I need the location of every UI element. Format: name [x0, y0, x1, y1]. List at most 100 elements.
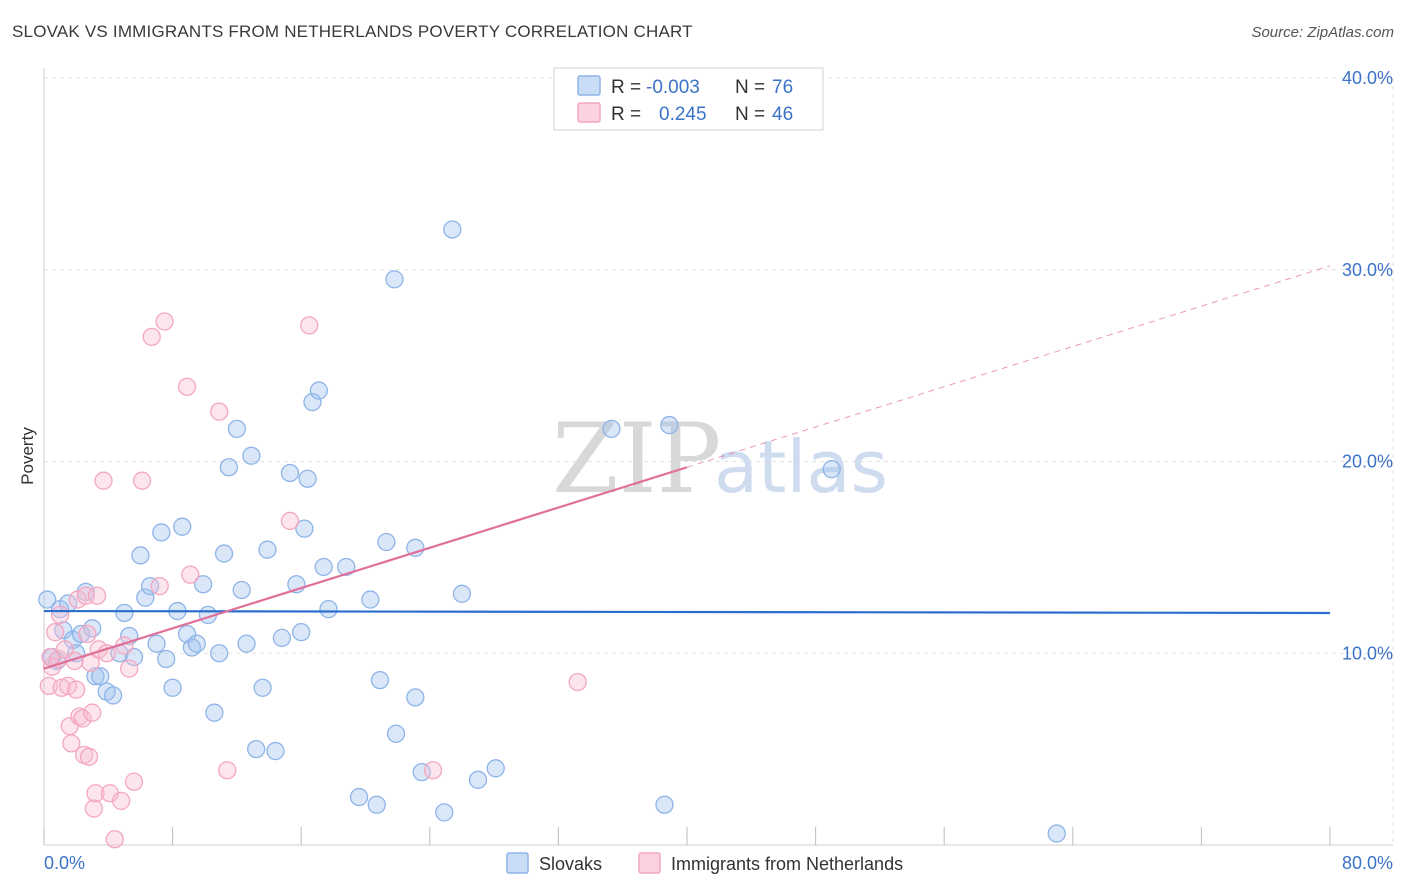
- y-axis-title: Poverty: [18, 427, 37, 485]
- slovaks-point-20: [136, 588, 155, 607]
- watermark-atlas: atlas: [714, 425, 888, 509]
- slovaks-point-34: [210, 644, 229, 663]
- slovaks-point-37: [227, 419, 247, 439]
- slovaks-point-39: [237, 634, 256, 653]
- slovaks-point-46: [280, 463, 300, 483]
- slovaks-point-60: [377, 532, 396, 552]
- slovaks-point-74: [822, 460, 841, 479]
- slovaks-point-22: [147, 634, 166, 653]
- slovaks-point-42: [253, 678, 272, 697]
- slovaks-point-48: [292, 623, 311, 642]
- data-points: [38, 220, 1066, 849]
- slovaks-point-12: [91, 667, 110, 686]
- netherlands-point-38: [280, 511, 300, 531]
- slovaks-point-65: [412, 762, 431, 782]
- legend-swatch-netherlands: [577, 102, 601, 123]
- y-tick-label-1: 20.0%: [1342, 452, 1393, 472]
- slovaks-point-55: [337, 557, 356, 577]
- netherlands-point-4: [52, 678, 71, 697]
- netherlands-point-16: [79, 747, 99, 766]
- slovaks-point-35: [214, 544, 234, 563]
- slovaks-point-56: [349, 787, 369, 807]
- y-tick-labels: 10.0% 20.0% 30.0% 40.0%: [1342, 68, 1393, 663]
- slovaks-point-43: [258, 540, 277, 559]
- netherlands-point-35: [181, 565, 200, 584]
- trend-lines: [43, 265, 1331, 670]
- netherlands-point-34: [177, 377, 197, 396]
- legend-n-label-1: N =: [735, 77, 765, 98]
- netherlands-point-39: [300, 316, 319, 335]
- slovaks-point-70: [486, 759, 505, 778]
- axes: [43, 68, 1393, 846]
- slovaks-point-27: [173, 517, 192, 536]
- bottom-legend-label-slovaks: Slovaks: [539, 854, 602, 874]
- slovaks-point-38: [232, 580, 251, 600]
- slovaks-point-54: [319, 599, 338, 619]
- netherlands-point-18: [83, 703, 102, 722]
- y-tick-label-2: 30.0%: [1342, 260, 1393, 280]
- netherlands-point-33: [155, 312, 174, 331]
- slovaks-point-0: [38, 590, 57, 609]
- x-tick-label-max: 80.0%: [1342, 853, 1393, 873]
- slovaks-point-28: [177, 624, 197, 644]
- y-tick-label-0: 10.0%: [1342, 643, 1393, 663]
- bottom-legend-swatch-netherlands: [638, 852, 661, 874]
- netherlands-point-19: [84, 799, 103, 818]
- legend-n-value-1: 76: [772, 77, 793, 98]
- legend-n-value-2: 46: [772, 104, 793, 125]
- slovaks-point-52: [309, 381, 329, 400]
- slovaks-point-69: [468, 770, 488, 789]
- netherlands-trend-line: [43, 466, 688, 670]
- netherlands-point-36: [210, 402, 229, 421]
- slovaks-point-36: [219, 458, 239, 477]
- netherlands-point-23: [94, 471, 113, 490]
- slovaks-point-67: [443, 220, 462, 239]
- slovaks-point-73: [660, 415, 679, 435]
- slovaks-point-51: [303, 392, 322, 412]
- netherlands-point-42: [41, 647, 60, 667]
- chart-title: SLOVAK VS IMMIGRANTS FROM NETHERLANDS PO…: [12, 22, 693, 41]
- watermark-zip: ZIP: [552, 403, 721, 515]
- slovaks-point-61: [385, 270, 404, 289]
- netherlands-point-2: [46, 623, 65, 642]
- netherlands-trend-extension: [686, 265, 1331, 468]
- legend-r-label-2: R =: [611, 104, 641, 125]
- slovaks-point-57: [361, 590, 380, 609]
- chart-source: Source: ZipAtlas.com: [1251, 24, 1394, 41]
- netherlands-point-44: [67, 680, 86, 699]
- netherlands-point-40: [423, 761, 443, 780]
- y-tick-label-3: 40.0%: [1342, 68, 1393, 88]
- slovaks-trend-line: [43, 609, 1331, 615]
- netherlands-point-20: [86, 784, 105, 803]
- slovaks-point-68: [452, 584, 472, 603]
- slovaks-point-49: [295, 519, 314, 538]
- netherlands-point-43: [50, 605, 70, 625]
- slovaks-point-19: [131, 546, 150, 565]
- netherlands-point-26: [105, 830, 124, 849]
- netherlands-point-30: [132, 471, 152, 490]
- slovaks-point-30: [187, 634, 206, 653]
- legend-r-value-1: -0.003: [646, 77, 700, 98]
- slovaks-point-45: [272, 628, 292, 648]
- netherlands-point-37: [218, 761, 237, 780]
- netherlands-point-15: [78, 624, 97, 644]
- slovaks-point-25: [163, 678, 182, 697]
- netherlands-point-29: [124, 772, 144, 791]
- legend-n-label-2: N =: [735, 104, 765, 125]
- legend-swatch-slovaks: [577, 75, 601, 96]
- slovaks-point-31: [193, 575, 213, 594]
- slovaks-point-16: [115, 603, 134, 623]
- slovaks-point-21: [140, 576, 160, 596]
- slovaks-point-24: [157, 649, 176, 669]
- slovaks-point-62: [386, 724, 406, 743]
- slovaks-point-23: [152, 523, 171, 542]
- bottom-legend-label-netherlands: Immigrants from Netherlands: [671, 854, 903, 874]
- netherlands-point-8: [62, 734, 81, 753]
- slovaks-point-33: [205, 703, 224, 722]
- slovaks-point-58: [367, 795, 386, 814]
- stats-legend: R = -0.003 N = 76 R = 0.245 N = 46: [553, 67, 824, 131]
- slovaks-point-64: [406, 688, 425, 707]
- x-tick-label-min: 0.0%: [44, 853, 85, 873]
- series-legend: Slovaks Immigrants from Netherlands: [506, 852, 903, 874]
